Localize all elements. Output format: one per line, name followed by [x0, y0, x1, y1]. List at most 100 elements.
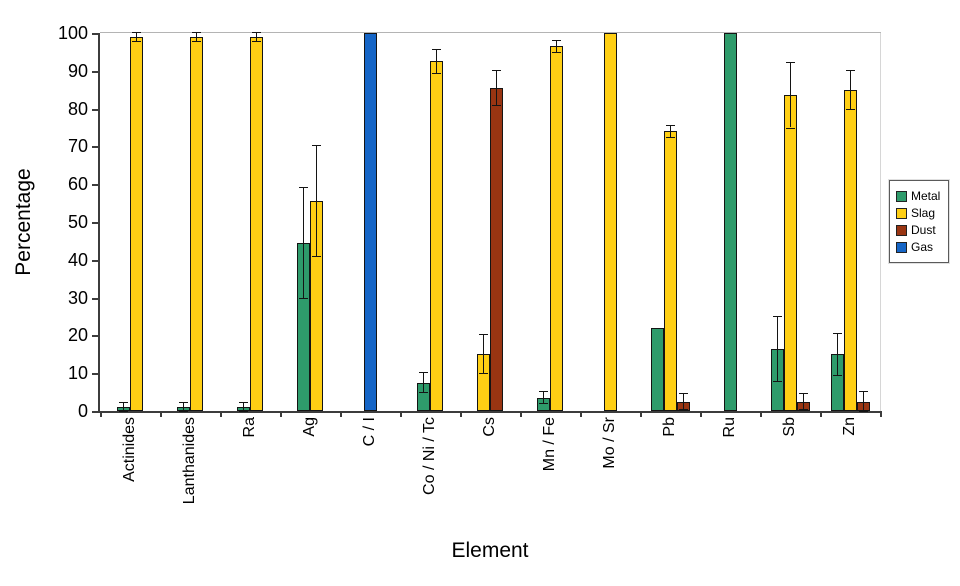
- x-label: Ag: [301, 417, 318, 437]
- x-label-cell: Ra: [220, 417, 280, 537]
- y-tick: [92, 184, 100, 187]
- error-bar-cap: [858, 411, 868, 412]
- error-bar-cap: [312, 145, 321, 147]
- error-bar-line: [436, 50, 437, 73]
- error-bar-cap: [785, 127, 795, 129]
- y-tick: [92, 33, 100, 35]
- error-bar-line: [836, 333, 838, 376]
- error-bar-line: [849, 70, 851, 109]
- bar-slag: [190, 36, 203, 411]
- legend: Metal Slag Dust Gas: [889, 180, 950, 263]
- x-label: Cs: [481, 417, 498, 437]
- x-label: Mo / Sr: [601, 417, 618, 469]
- error-bar-cap: [798, 392, 808, 394]
- error-bar-cap: [845, 69, 855, 71]
- x-tick: [340, 411, 342, 417]
- metal-swatch-icon: [896, 190, 907, 202]
- error-bar-cap: [539, 403, 548, 405]
- error-bar-cap: [132, 32, 141, 33]
- y-tick-label: 0: [77, 401, 88, 421]
- error-bar-cap: [772, 315, 782, 317]
- x-tick: [280, 411, 282, 417]
- y-tick-label: 100: [57, 23, 88, 43]
- bar-slag: [843, 89, 857, 411]
- error-bar-line: [669, 125, 671, 137]
- error-bar-cap: [179, 411, 188, 412]
- x-tick: [160, 411, 162, 417]
- error-bar-line: [256, 33, 257, 41]
- error-bar-cap: [832, 332, 842, 334]
- plot-right-border: [880, 33, 881, 411]
- gas-swatch-icon: [896, 241, 907, 253]
- x-label-cell: Co / Ni / Tc: [400, 417, 460, 537]
- error-bar-line: [123, 403, 124, 411]
- x-tick: [880, 411, 882, 417]
- error-bar-line: [136, 33, 137, 41]
- error-bar-line: [682, 393, 684, 410]
- legend-label: Gas: [911, 240, 934, 254]
- error-bar-cap: [678, 409, 688, 411]
- y-tick-label: 80: [67, 98, 88, 119]
- error-bar-cap: [312, 256, 321, 258]
- y-tick-label: 30: [67, 287, 88, 308]
- error-bar-cap: [239, 411, 248, 412]
- error-bar-line: [789, 63, 791, 128]
- x-label-cell: Lanthanides: [160, 417, 220, 537]
- bar-slag: [250, 36, 263, 411]
- x-label: Mn / Fe: [541, 417, 558, 472]
- bar-slag: [550, 46, 563, 411]
- bar-slag: [663, 131, 677, 411]
- bar-dust: [490, 87, 503, 411]
- legend-label: Slag: [911, 206, 936, 220]
- y-tick-label: 90: [67, 60, 88, 81]
- x-label: Sb: [781, 417, 798, 437]
- error-bar-line: [243, 403, 244, 411]
- error-bar-cap: [798, 409, 808, 411]
- error-bar-cap: [192, 40, 201, 42]
- x-label-cell: Zn: [820, 417, 880, 537]
- error-bar-line: [543, 392, 544, 404]
- x-label-cell: Cs: [460, 417, 520, 537]
- x-label: Ru: [721, 417, 738, 438]
- x-axis-line: [98, 411, 882, 413]
- error-bar-cap: [785, 62, 795, 64]
- x-tick: [640, 411, 642, 417]
- y-tick-label: 40: [67, 249, 88, 270]
- x-labels: Actinides Lanthanides Ra Ag C / I Co / Ni / T…: [100, 417, 880, 537]
- legend-item: Gas: [896, 240, 940, 254]
- x-label-cell: Mn / Fe: [520, 417, 580, 537]
- error-bar-line: [862, 392, 864, 411]
- dust-swatch-icon: [896, 224, 907, 236]
- x-axis-title: Element: [451, 539, 529, 562]
- x-label-cell: Sb: [760, 417, 820, 537]
- error-bar-cap: [665, 136, 675, 138]
- error-bar-cap: [419, 392, 428, 394]
- error-bar-line: [776, 316, 778, 381]
- y-tick: [92, 222, 100, 224]
- y-tick: [92, 70, 100, 73]
- error-bar-cap: [432, 49, 441, 50]
- y-tick: [92, 411, 100, 413]
- legend-item: Dust: [896, 223, 940, 237]
- bar-slag: [603, 33, 617, 411]
- error-bar-line: [802, 393, 804, 410]
- error-bar-cap: [432, 72, 441, 74]
- y-tick: [92, 335, 100, 338]
- x-tick: [580, 411, 582, 417]
- x-label: Co / Ni / Tc: [421, 417, 438, 495]
- plot-top-border: [100, 32, 881, 33]
- x-label: Lanthanides: [181, 417, 198, 505]
- error-bar-cap: [119, 402, 128, 404]
- error-bar-line: [423, 373, 424, 393]
- error-bar-cap: [479, 373, 488, 375]
- error-bar-cap: [479, 334, 488, 336]
- error-bar-line: [316, 146, 317, 256]
- x-tick: [220, 411, 222, 417]
- error-bar-cap: [132, 40, 141, 42]
- x-label-cell: C / I: [340, 417, 400, 537]
- error-bar-cap: [239, 402, 248, 404]
- error-bar-cap: [678, 392, 688, 394]
- legend-label: Metal: [911, 189, 941, 203]
- error-bar-cap: [492, 69, 501, 71]
